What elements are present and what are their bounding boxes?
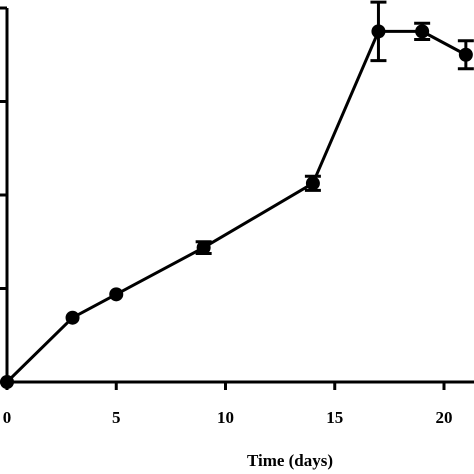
- data-point: [109, 287, 124, 302]
- x-axis-title: Time (days): [247, 451, 333, 470]
- chart-axes: [5, 8, 474, 384]
- data-point: [196, 240, 211, 255]
- x-axis-ticks: 0 5 10 15 20: [3, 382, 453, 427]
- series-line: [5, 29, 467, 384]
- data-points: [0, 24, 473, 389]
- x-tick-label: 20: [436, 408, 453, 427]
- data-point: [371, 24, 386, 39]
- x-tick-label: 5: [112, 408, 121, 427]
- data-point: [0, 375, 14, 389]
- data-point: [65, 310, 80, 325]
- series-line-group: [5, 29, 467, 384]
- error-bars: [195, 0, 474, 255]
- data-point: [305, 176, 320, 191]
- x-tick-label: 15: [326, 408, 343, 427]
- data-point: [458, 47, 473, 62]
- x-tick-label: 0: [3, 408, 12, 427]
- data-point: [415, 24, 430, 39]
- y-axis-ticks: [0, 6, 7, 384]
- x-tick-label: 10: [217, 408, 234, 427]
